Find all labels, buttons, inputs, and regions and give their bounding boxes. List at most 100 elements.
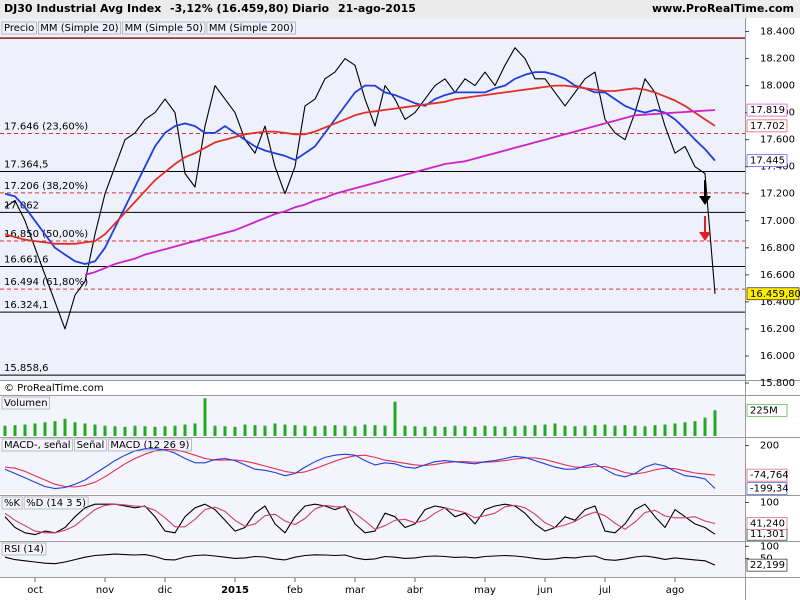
legend-box — [1, 496, 23, 510]
value-tag-bg — [746, 517, 788, 530]
volume-bar — [593, 425, 597, 436]
volume-bar — [413, 426, 417, 436]
volume-bar — [223, 426, 227, 436]
series-line — [4, 71, 716, 265]
volume-bar — [203, 398, 207, 436]
volume-bar — [453, 425, 457, 436]
legend-label: RSI (14) — [4, 544, 44, 555]
value-tag: 16.459,80 — [750, 289, 800, 300]
series-line — [4, 84, 716, 245]
volume-bar — [323, 425, 327, 436]
legend-label: Señal — [77, 440, 105, 451]
volume-bar — [523, 425, 527, 436]
legend-box — [108, 438, 192, 452]
volume-bar — [513, 426, 517, 436]
series-line — [4, 47, 716, 330]
level-label: 15.858,6 — [4, 363, 49, 374]
series-line — [4, 448, 716, 490]
volume-bar — [403, 425, 407, 436]
volume-bar — [703, 417, 707, 436]
y-tick-label: 200 — [760, 441, 779, 452]
volume-bar — [13, 425, 17, 436]
volume-bar — [293, 425, 297, 436]
volume-bar — [263, 425, 267, 436]
value-tag: 22,199 — [750, 560, 785, 571]
legend-box — [206, 21, 296, 35]
volume-bar — [393, 401, 397, 436]
legend-box — [1, 542, 47, 556]
value-tag: 11,301 — [750, 529, 785, 540]
change: -3,12% (16.459,80) — [170, 2, 289, 15]
header-bar — [0, 0, 800, 18]
macd-panel — [0, 438, 745, 494]
volume-bar — [273, 423, 277, 436]
y-tick-label: 16.600 — [760, 270, 795, 281]
volume-bar — [563, 425, 567, 436]
volume-bar — [473, 426, 477, 436]
x-tick-label: 2015 — [221, 585, 249, 596]
volume-bar — [333, 425, 337, 436]
level-label: 16.324,1 — [4, 300, 49, 311]
volume-bar — [233, 426, 237, 436]
volume-bar — [33, 423, 37, 436]
volume-bar — [583, 425, 587, 436]
y-tick-label: 17.200 — [760, 189, 795, 200]
y-tick-label: 16.200 — [760, 324, 795, 335]
volume-bar — [553, 423, 557, 436]
x-tick-label: abr — [407, 585, 424, 596]
y-tick-label: 15.800 — [760, 378, 795, 389]
volume-bar — [173, 425, 177, 436]
legend-label: Volumen — [4, 398, 48, 409]
volume-bar — [363, 424, 367, 436]
volume-bar — [63, 418, 67, 436]
value-tag-bg — [746, 482, 788, 495]
volume-bar — [103, 425, 107, 436]
volume-bar — [713, 410, 717, 436]
volume-bar — [663, 424, 667, 436]
value-tag-bg — [746, 558, 788, 572]
x-tick-label: may — [474, 585, 496, 596]
level-label: 17.646 (23,60%) — [4, 121, 88, 132]
volume-bar — [613, 425, 617, 436]
volume-bar — [503, 426, 507, 436]
y-tick-label: 100 — [760, 541, 779, 552]
x-tick-label: jun — [536, 585, 552, 596]
y-tick-label: 16.000 — [760, 351, 795, 362]
stochastic-panel — [0, 496, 745, 540]
value-tag-bg — [746, 103, 788, 117]
volume-bar — [313, 426, 317, 436]
legend-label: %D (14 3 5) — [26, 498, 86, 509]
series-line — [4, 448, 716, 488]
panel-label-box — [1, 438, 73, 452]
volume-bar — [83, 423, 87, 436]
volume-bar — [213, 425, 217, 436]
panel-label: MACD-, señal — [4, 440, 71, 451]
volume-bar — [573, 426, 577, 436]
legend-box — [1, 396, 50, 410]
x-tick-label: oct — [27, 585, 43, 596]
legend-box — [74, 438, 107, 452]
series-line — [4, 503, 716, 534]
volume-bar — [423, 426, 427, 436]
value-tag: -74,764 — [750, 470, 789, 481]
volume-bar — [373, 425, 377, 436]
x-tick-label: feb — [287, 585, 303, 596]
volume-bar — [53, 421, 57, 436]
volume-bar — [443, 426, 447, 436]
y-tick-label: 16.400 — [760, 297, 795, 308]
value-tag: 41,240 — [750, 518, 785, 529]
price-panel — [0, 18, 745, 380]
y-tick-label: 18.000 — [760, 81, 795, 92]
volume-bar — [303, 425, 307, 436]
legend-label: %K — [4, 498, 21, 509]
level-label: 16.661,6 — [4, 255, 49, 266]
legend-label: MM (Simple 50) — [125, 23, 203, 34]
level-label: 17.062 — [4, 200, 39, 211]
y-tick-label: 17.000 — [760, 216, 795, 227]
y-tick-label: 18.400 — [760, 27, 795, 38]
x-tick-label: ago — [666, 585, 685, 596]
volume-bar — [153, 426, 157, 436]
volume-bar — [653, 425, 657, 436]
